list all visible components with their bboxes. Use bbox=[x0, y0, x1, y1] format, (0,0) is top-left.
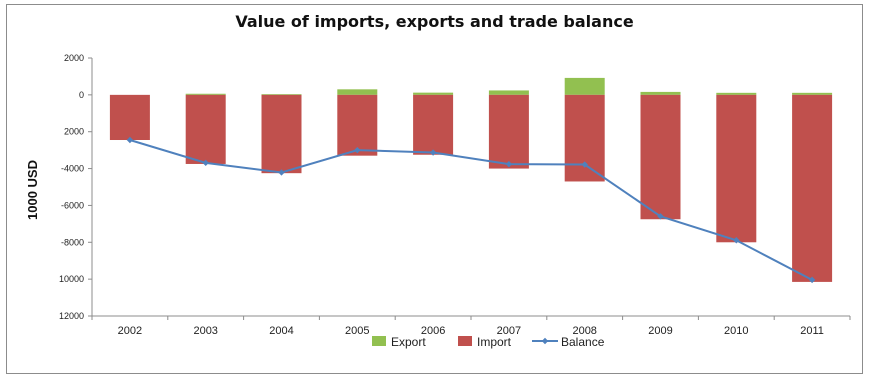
export-legend-swatch bbox=[372, 336, 386, 346]
y-axis-label: 1000 USD bbox=[25, 160, 40, 220]
x-tick-label: 2007 bbox=[497, 325, 521, 337]
import-bar bbox=[185, 94, 226, 164]
import-bar bbox=[716, 94, 757, 243]
y-tick-label: 10000 bbox=[59, 274, 84, 284]
export-bar bbox=[640, 91, 681, 95]
x-tick-label: 2002 bbox=[118, 325, 142, 337]
export-bar bbox=[185, 93, 226, 95]
bars-group bbox=[109, 77, 833, 282]
balance-point bbox=[278, 169, 285, 176]
balance-point bbox=[581, 161, 588, 168]
import-legend-swatch bbox=[458, 336, 472, 346]
legend: Export Import Balance bbox=[372, 335, 605, 349]
balance-point bbox=[505, 160, 513, 168]
export-bar bbox=[337, 89, 378, 95]
balance-point bbox=[429, 149, 437, 156]
x-tick-label: 2011 bbox=[800, 325, 824, 337]
y-tick-label: 2000 bbox=[64, 53, 84, 63]
x-tick-label: 2006 bbox=[421, 325, 445, 337]
x-tick-label: 2008 bbox=[572, 325, 596, 337]
export-bar bbox=[716, 92, 757, 95]
x-tick-label: 2005 bbox=[345, 325, 369, 337]
chart-title: Value of imports, exports and trade bala… bbox=[235, 12, 634, 31]
balance-point bbox=[733, 237, 740, 244]
balance-point bbox=[808, 276, 816, 284]
import-legend-label: Import bbox=[477, 335, 512, 349]
export-bar bbox=[488, 90, 529, 95]
import-bar bbox=[109, 94, 150, 141]
x-tick-label: 2003 bbox=[193, 325, 217, 337]
x-axis: 2002 2003 2004 2005 2006 2007 2008 2009 2010 2011 bbox=[91, 315, 851, 337]
import-bar bbox=[337, 94, 378, 156]
balance-line bbox=[129, 139, 813, 281]
export-bar bbox=[564, 77, 605, 95]
y-tick-label: -4000 bbox=[61, 164, 84, 174]
export-legend-label: Export bbox=[391, 335, 426, 349]
y-tick-label: 0 bbox=[79, 90, 84, 100]
import-bar bbox=[640, 94, 681, 220]
export-bar bbox=[792, 92, 833, 95]
y-axis: 2000 0 2000 -4000 -6000 -8000 10000 12000 bbox=[59, 53, 93, 321]
balance-point bbox=[354, 146, 361, 154]
import-bar bbox=[564, 94, 605, 182]
import-bar bbox=[413, 94, 454, 155]
y-tick-label: -8000 bbox=[61, 237, 84, 247]
export-bar bbox=[261, 94, 302, 95]
y-tick-label: 12000 bbox=[59, 311, 84, 321]
x-tick-label: 2009 bbox=[648, 325, 672, 337]
x-tick-label: 2004 bbox=[269, 325, 293, 337]
export-bar bbox=[413, 92, 454, 95]
balance-point bbox=[126, 136, 134, 144]
import-bar bbox=[488, 94, 529, 169]
balance-legend-marker bbox=[541, 337, 549, 345]
balance-point bbox=[202, 159, 209, 167]
x-tick-label: 2010 bbox=[724, 325, 748, 337]
import-bar bbox=[792, 94, 833, 282]
y-tick-label: 2000 bbox=[64, 127, 84, 137]
balance-point bbox=[657, 213, 664, 220]
balance-legend-label: Balance bbox=[561, 335, 605, 349]
import-bar bbox=[261, 94, 302, 174]
y-tick-label: -6000 bbox=[61, 200, 84, 210]
balance-line-group bbox=[126, 136, 816, 284]
